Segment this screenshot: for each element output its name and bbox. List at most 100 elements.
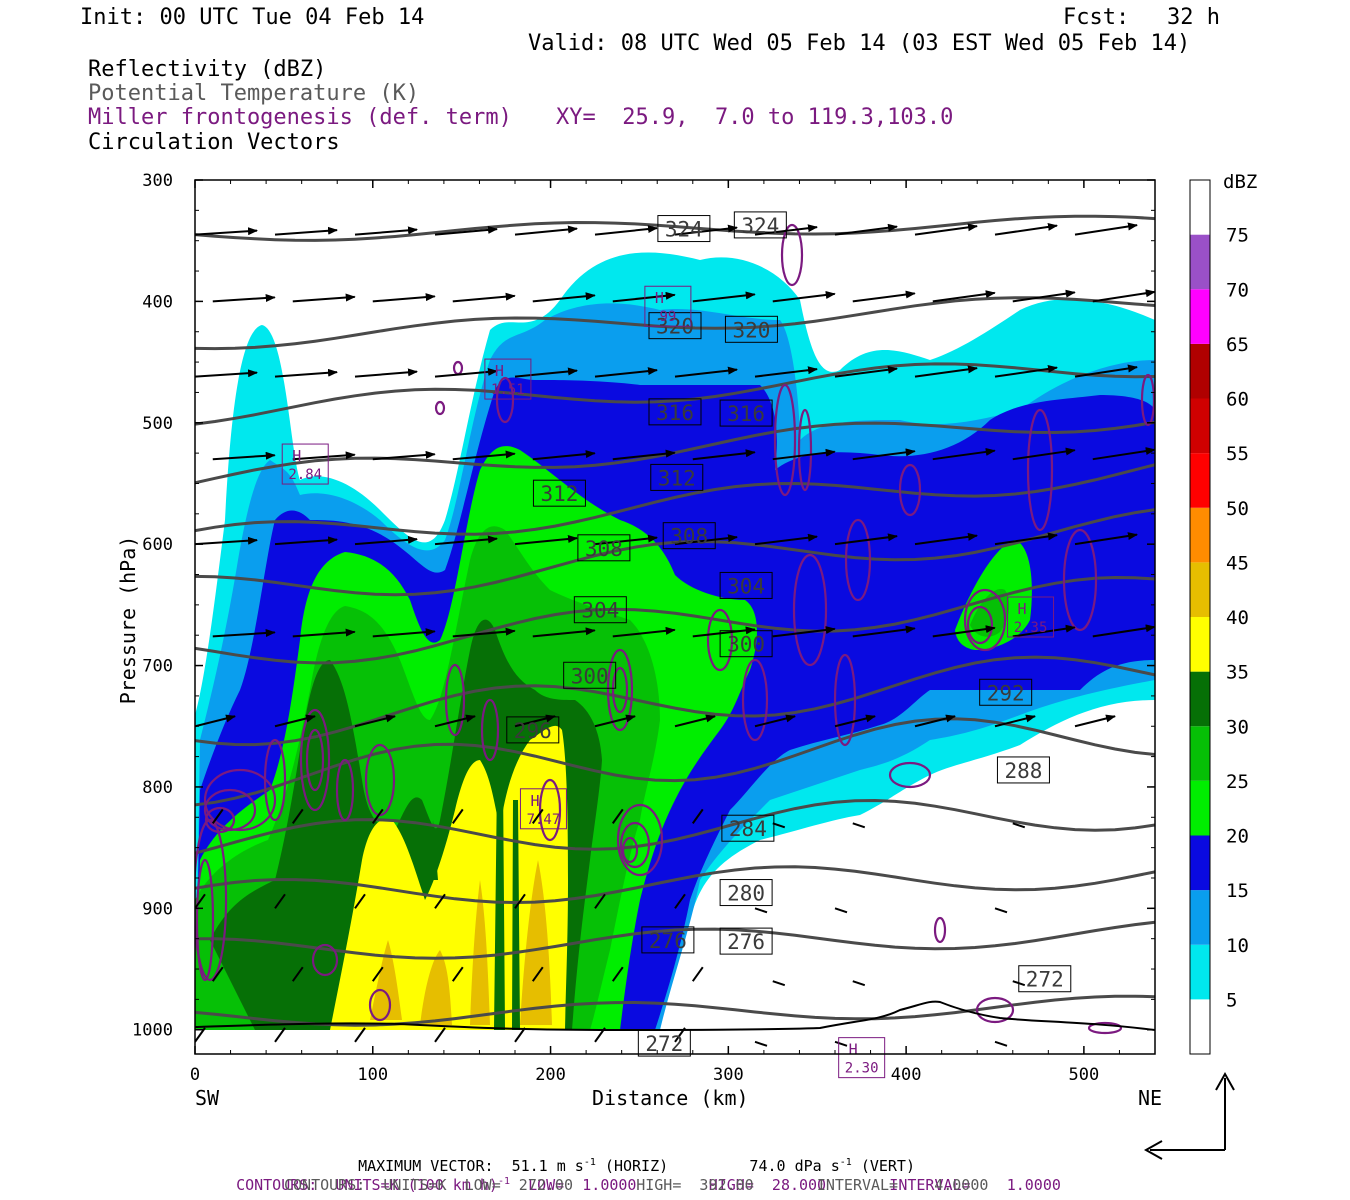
vector-arrow xyxy=(354,368,418,378)
isentrope-line xyxy=(195,508,1155,597)
fg-contour xyxy=(195,818,228,982)
plot-frame xyxy=(194,179,1156,1055)
init-time: Init: 00 UTC Tue 04 Feb 14 xyxy=(80,5,425,30)
y-tick-label: 400 xyxy=(142,292,173,312)
vector-arrow xyxy=(834,533,898,546)
fg-contour xyxy=(611,666,629,714)
high-label-letter: H xyxy=(495,362,504,380)
isentrope-label: 300 xyxy=(571,664,609,688)
vector-arrow xyxy=(354,893,366,909)
valid-time: Valid: 08 UTC Wed 05 Feb 14 (03 EST Wed … xyxy=(528,31,1191,56)
vector-arrow xyxy=(354,1027,366,1043)
colorbar-swatch xyxy=(1190,780,1210,836)
vector-arrow xyxy=(834,907,848,914)
colorbar-swatch xyxy=(1190,453,1210,508)
isentrope-label-box xyxy=(506,716,560,744)
vector-arrow xyxy=(274,536,338,546)
colorbar: 5 10 15 20 25 30 35 40 45 50 55 60 65 70 75 dBZ xyxy=(1189,171,1257,1055)
vector-arrow xyxy=(594,367,658,378)
vector-arrow xyxy=(195,1027,206,1043)
legend-reflectivity: Reflectivity (dBZ) xyxy=(88,57,327,82)
fg-contour xyxy=(606,648,634,732)
vector-arrow xyxy=(594,225,658,236)
vector-arrow xyxy=(372,450,436,461)
isentrope-line xyxy=(195,994,1155,1027)
fg-contour xyxy=(364,743,396,817)
y-tick-label: 500 xyxy=(142,414,173,434)
isentrope-label-box xyxy=(648,398,702,426)
vector-arrow xyxy=(372,293,436,303)
x-tick-label: 200 xyxy=(535,1065,566,1085)
y-tick-label: 700 xyxy=(142,657,173,677)
isentrope-label: 276 xyxy=(727,930,765,954)
colorbar-swatch xyxy=(1190,617,1210,672)
vector-arrow xyxy=(212,293,276,303)
isentrope-label-box xyxy=(733,211,787,239)
fg-contour xyxy=(975,996,1015,1024)
colorbar-label: 25 xyxy=(1226,771,1249,793)
isentrope-line xyxy=(195,798,1155,855)
x-tick-label: 400 xyxy=(891,1065,922,1085)
high-label-box xyxy=(838,1037,886,1079)
vector-arrow xyxy=(754,366,818,378)
high-label-letter: H xyxy=(655,289,664,307)
reflectivity-fill xyxy=(195,252,1155,1031)
colorbar-frame xyxy=(1189,179,1211,1055)
isentrope-label-box xyxy=(563,661,617,689)
forecast-hour: 32 h xyxy=(1167,5,1220,30)
isentrope-label: 304 xyxy=(581,599,619,623)
isentrope-line xyxy=(195,920,1155,960)
fg-contour xyxy=(452,360,464,376)
vector-arrow xyxy=(834,365,898,378)
isentrope-label: 316 xyxy=(727,402,765,426)
vector-arrow xyxy=(612,626,676,638)
vector-arrow xyxy=(772,822,786,829)
y-axis-title: Pressure (hPa) xyxy=(116,535,140,705)
fg-contour xyxy=(311,943,339,977)
vector-arrow xyxy=(514,893,526,909)
vector-arrow xyxy=(674,224,738,236)
high-label-box xyxy=(1007,596,1055,638)
isentrope-label: 276 xyxy=(649,929,687,953)
high-label-letter: H xyxy=(1018,600,1027,618)
vector-arrow xyxy=(834,714,876,728)
vector-arrow xyxy=(1074,222,1138,236)
isentropes xyxy=(195,214,1155,1027)
vector-arrow xyxy=(292,628,356,638)
high-label-value: 1.51 xyxy=(491,382,525,398)
vector-arrow xyxy=(1074,714,1116,728)
fg-contour xyxy=(368,988,392,1022)
fg-contour xyxy=(1026,408,1054,532)
vector-arrow xyxy=(994,222,1058,236)
vector-arrow xyxy=(932,447,996,461)
vector-arrow xyxy=(1012,289,1076,303)
isentrope-line xyxy=(195,296,1155,351)
isentrope-label: 300 xyxy=(727,633,765,657)
vector-arrow xyxy=(354,714,396,728)
vector-arrow xyxy=(1074,532,1138,546)
vector-arrow xyxy=(594,534,658,546)
legend-potential-temperature: Potential Temperature (K) xyxy=(88,81,420,106)
colorbar-swatch xyxy=(1190,890,1210,945)
surface-line xyxy=(195,1000,1155,1032)
fg-contour xyxy=(619,821,651,869)
fg-contour xyxy=(780,223,804,287)
colorbar-swatch xyxy=(1190,507,1210,563)
high-label-box xyxy=(484,358,532,400)
vector-arrow xyxy=(674,714,716,728)
high-label-letter: H xyxy=(292,447,301,465)
vector-arrow xyxy=(914,365,978,378)
vector-arrow xyxy=(772,448,836,461)
isentrope-line xyxy=(195,575,1155,665)
vector-arrow xyxy=(834,223,898,236)
isentrope-label: 324 xyxy=(741,214,779,238)
fg-contour xyxy=(797,408,813,492)
isentrope-line xyxy=(195,463,1155,536)
fg-contour xyxy=(621,836,639,864)
vector-arrow xyxy=(371,808,384,824)
vector-arrow xyxy=(1012,822,1026,829)
isentrope-label: 316 xyxy=(656,401,694,425)
max-vector-horiz-value: MAXIMUM VECTOR: 51.1 m s xyxy=(358,1157,584,1175)
isentrope-label: 312 xyxy=(658,466,696,490)
fg-contour xyxy=(933,916,947,944)
